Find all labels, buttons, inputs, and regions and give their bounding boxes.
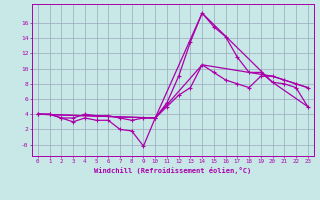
X-axis label: Windchill (Refroidissement éolien,°C): Windchill (Refroidissement éolien,°C) [94,167,252,174]
